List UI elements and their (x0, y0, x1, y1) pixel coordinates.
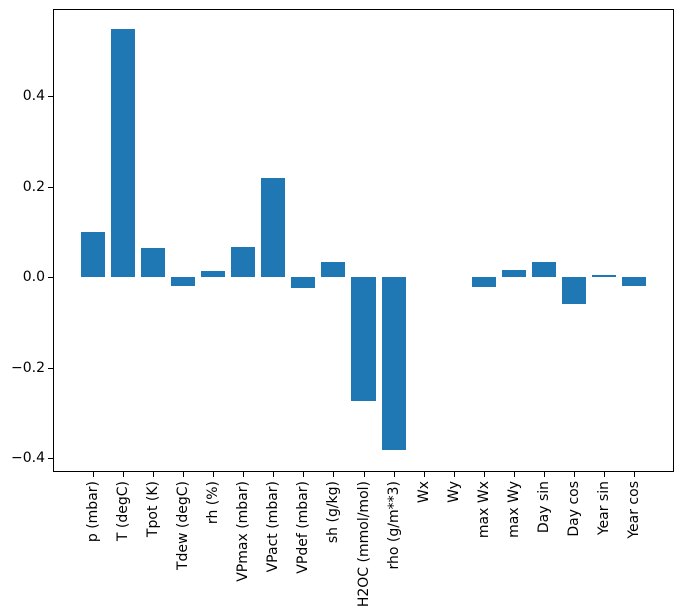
x-tick-label: rh (%) (205, 481, 221, 528)
x-tick-label: Tpot (K) (145, 481, 161, 541)
bar-sh-g-kg (321, 261, 346, 278)
x-tick-label-text: rho (g/m**3) (385, 481, 402, 570)
x-tick-label: Day cos (566, 481, 582, 541)
x-tick-label-text: H2OC (mmol/mol) (355, 481, 372, 608)
bar-p-mbar (81, 232, 106, 278)
x-tick-label-text: Day sin (535, 481, 552, 534)
x-tick-label-text: max Wy (505, 481, 522, 538)
bar-vpact-mbar (261, 177, 286, 278)
x-tick-label-text: Tdew (degC) (175, 481, 192, 571)
x-tick-label: Year sin (596, 481, 612, 539)
bar-day-sin (531, 261, 556, 278)
bar-vpmax-mbar (231, 246, 256, 278)
y-tick-label: 0.4 (22, 88, 45, 105)
x-tick-label-text: Wy (445, 481, 462, 503)
bar-tdew-degc (171, 277, 196, 287)
y-tick-label: 0.0 (22, 269, 45, 286)
x-tick-label: sh (g/kg) (325, 481, 341, 547)
plot-area (53, 9, 674, 472)
x-tick (153, 472, 155, 477)
x-tick (603, 472, 605, 477)
bar-h2oc-mmol-mol (351, 277, 376, 401)
y-tick-label: −0.2 (11, 359, 45, 376)
x-tick (393, 472, 395, 477)
bar-rh (201, 271, 226, 278)
x-tick-label-text: VPdef (mbar) (295, 481, 312, 574)
bar-tpot-k (141, 248, 166, 278)
x-tick-label-text: Wx (415, 481, 432, 504)
x-tick-label-text: Year cos (625, 481, 642, 539)
bar-t-degc (111, 29, 136, 278)
x-tick-label-text: p (mbar) (85, 481, 102, 543)
x-tick-label: max Wy (506, 481, 522, 542)
x-tick-label: Wy (446, 481, 462, 507)
bar-max-wx (471, 277, 496, 287)
x-tick-label: Day sin (536, 481, 552, 537)
x-tick-label-text: sh (g/kg) (325, 481, 342, 544)
x-tick-label-text: VPact (mbar) (265, 481, 282, 573)
x-tick-label-text: rh (%) (205, 481, 222, 525)
bar-year-cos (621, 277, 646, 287)
bar-day-cos (561, 277, 586, 304)
x-tick (513, 472, 515, 477)
x-tick (93, 472, 95, 477)
x-tick (303, 472, 305, 477)
x-tick-label-text: max Wx (475, 481, 492, 539)
x-tick-label: VPdef (mbar) (295, 481, 311, 578)
x-tick (423, 472, 425, 477)
x-tick-label: VPmax (mbar) (235, 481, 251, 586)
x-tick (213, 472, 215, 477)
x-tick (243, 472, 245, 477)
x-tick (123, 472, 125, 477)
x-tick (183, 472, 185, 477)
x-tick (633, 472, 635, 477)
bar-max-wy (501, 269, 526, 278)
x-tick-label: max Wx (476, 481, 492, 542)
x-tick (483, 472, 485, 477)
bars-layer (53, 9, 674, 472)
x-tick-label-text: Year sin (595, 481, 612, 536)
x-tick (543, 472, 545, 477)
x-tick-label: Year cos (626, 481, 642, 543)
y-tick-label: −0.4 (11, 450, 45, 467)
y-tick-label: 0.2 (22, 178, 45, 195)
x-tick-label-text: Day cos (565, 481, 582, 537)
x-tick-label-text: VPmax (mbar) (235, 481, 252, 582)
x-tick (363, 472, 365, 477)
x-tick-label-text: T (degC) (115, 481, 132, 542)
x-tick-label: VPact (mbar) (265, 481, 281, 576)
x-tick-label: Wx (416, 481, 432, 507)
bar-rho-g-m-3 (381, 277, 406, 450)
x-tick-label: T (degC) (115, 481, 131, 545)
x-tick (573, 472, 575, 477)
x-tick-label: rho (g/m**3) (385, 481, 401, 573)
bar-vpdef-mbar (291, 277, 316, 288)
x-tick-label: p (mbar) (85, 481, 101, 546)
bar-year-sin (591, 275, 616, 278)
x-tick (273, 472, 275, 477)
x-tick-label: Tdew (degC) (175, 481, 191, 574)
x-tick-label-text: Tpot (K) (145, 481, 162, 538)
x-tick-label: H2OC (mmol/mol) (355, 481, 371, 611)
x-tick (333, 472, 335, 477)
x-tick (453, 472, 455, 477)
